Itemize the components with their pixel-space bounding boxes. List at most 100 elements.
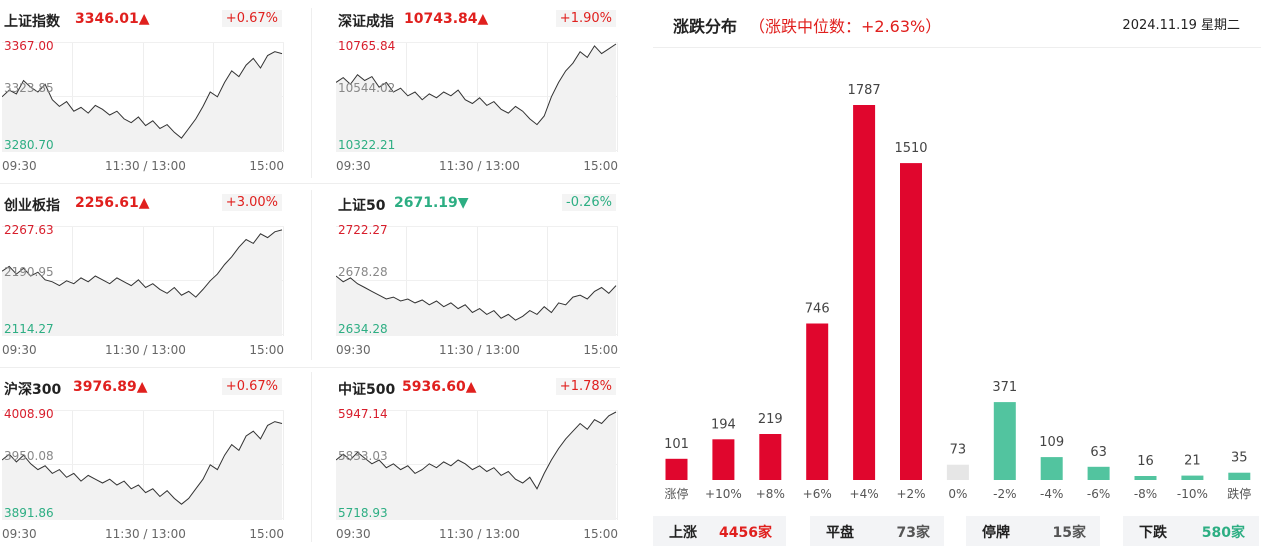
- bar-category-label: +10%: [705, 487, 742, 501]
- time-axis: 09:30 11:30 / 13:00 15:00: [2, 527, 284, 541]
- bar-value-label: 101: [664, 437, 689, 452]
- bar-9[interactable]: [1087, 466, 1110, 480]
- price-line: [2, 51, 283, 139]
- index-panel[interactable]: 沪深300 3976.89▲ +0.67% 4008.90 3950.08 3891.86…: [2, 370, 284, 546]
- time-midday: 11:30 / 13:00: [439, 527, 520, 541]
- price-area: [336, 412, 616, 520]
- header-divider: [653, 47, 1261, 48]
- index-panel[interactable]: 深证成指 10743.84▲ +1.90% 10765.84 10544.02 10322…: [336, 2, 618, 178]
- time-end: 15:00: [583, 159, 618, 173]
- index-header: 上证50 2671.19▼ -0.26%: [336, 186, 618, 218]
- bar-7[interactable]: [993, 402, 1016, 480]
- panel-divider: [311, 190, 312, 360]
- index-change: +0.67%: [221, 10, 282, 27]
- index-header: 深证成指 10743.84▲ +1.90%: [336, 2, 618, 34]
- index-name: 中证500: [338, 382, 396, 398]
- summary-label: 平盘: [826, 525, 854, 541]
- bar-6[interactable]: [946, 464, 969, 480]
- time-midday: 11:30 / 13:00: [105, 343, 186, 357]
- bar-value-label: 746: [805, 302, 830, 317]
- price-line: [336, 411, 617, 490]
- time-end: 15:00: [583, 343, 618, 357]
- summary-box: 上涨 4456家: [653, 516, 786, 546]
- bar-8[interactable]: [1040, 457, 1063, 480]
- price-high-label: 5947.14: [338, 407, 388, 421]
- index-name: 深证成指: [338, 14, 394, 30]
- bar-value-label: 1787: [848, 83, 881, 98]
- bar-category-label: -10%: [1177, 487, 1208, 501]
- index-change: +1.90%: [555, 10, 616, 27]
- price-high-label: 3367.00: [4, 39, 54, 53]
- bar-category-label: 跌停: [1227, 486, 1251, 501]
- price-area: [2, 51, 282, 152]
- index-change: +3.00%: [221, 194, 282, 211]
- index-value: 2256.61▲: [75, 195, 150, 211]
- index-panel[interactable]: 上证指数 3346.01▲ +0.67% 3367.00 3323.85 3280.70 0…: [2, 2, 284, 178]
- price-high-label: 10765.84: [338, 39, 396, 53]
- price-high-label: 2267.63: [4, 223, 54, 237]
- index-value: 2671.19▼: [394, 195, 469, 211]
- price-mid-label: 5833.03: [338, 449, 388, 463]
- index-panel[interactable]: 创业板指 2256.61▲ +3.00% 2267.63 2190.95 2114.27 0…: [2, 186, 284, 362]
- bar-1[interactable]: [712, 439, 735, 480]
- summary-label: 停牌: [982, 525, 1010, 541]
- bar-category-label: +4%: [850, 487, 879, 501]
- bar-category-label: -2%: [993, 487, 1016, 501]
- bar-value-label: 109: [1039, 435, 1064, 450]
- index-value: 3346.01▲: [75, 11, 150, 27]
- bar-value-label: 219: [758, 412, 783, 427]
- bar-5[interactable]: [900, 163, 922, 480]
- index-panel[interactable]: 上证50 2671.19▼ -0.26% 2722.27 2678.28 2634.28 0…: [336, 186, 618, 362]
- bar-3[interactable]: [806, 323, 829, 481]
- bar-value-label: 63: [1090, 445, 1107, 460]
- bar-category-label: +2%: [896, 487, 925, 501]
- row-separator: [0, 183, 620, 184]
- time-midday: 11:30 / 13:00: [105, 527, 186, 541]
- time-start: 09:30: [336, 527, 371, 541]
- price-low-label: 2634.28: [338, 322, 388, 336]
- index-name: 上证50: [338, 198, 386, 214]
- bar-12[interactable]: [1228, 472, 1251, 480]
- price-mid-label: 10544.02: [338, 81, 396, 95]
- price-low-label: 2114.27: [4, 322, 54, 336]
- index-arrow: ▲: [138, 11, 150, 27]
- distribution-chart: 101 涨停 194 +10% 219 +8% 746 +6% 1787 +4% 1510 +2% 73…: [664, 83, 1251, 501]
- time-start: 09:30: [336, 343, 371, 357]
- time-axis: 09:30 11:30 / 13:00 15:00: [336, 343, 618, 357]
- summary-box: 停牌 15家: [966, 516, 1100, 546]
- price-low-label: 3891.86: [4, 506, 54, 520]
- index-name: 创业板指: [4, 198, 60, 214]
- index-change: +0.67%: [221, 378, 282, 395]
- bar-2[interactable]: [759, 434, 782, 480]
- bar-0[interactable]: [665, 458, 688, 480]
- time-end: 15:00: [583, 527, 618, 541]
- price-low-label: 5718.93: [338, 506, 388, 520]
- index-name: 上证指数: [4, 14, 60, 30]
- time-midday: 11:30 / 13:00: [439, 343, 520, 357]
- time-start: 09:30: [336, 159, 371, 173]
- price-mid-label: 3323.85: [4, 81, 54, 95]
- time-axis: 09:30 11:30 / 13:00 15:00: [2, 343, 284, 357]
- bar-10[interactable]: [1134, 476, 1157, 480]
- price-high-label: 4008.90: [4, 407, 54, 421]
- price-area: [336, 44, 616, 152]
- index-arrow: ▲: [138, 195, 150, 211]
- bar-11[interactable]: [1181, 475, 1204, 480]
- index-panel[interactable]: 中证500 5936.60▲ +1.78% 5947.14 5833.03 5718.93…: [336, 370, 618, 546]
- index-mini-chart: [2, 226, 284, 336]
- summary-value: 4456家: [719, 525, 772, 541]
- index-mini-chart: [2, 42, 284, 152]
- row-separator: [0, 367, 620, 368]
- index-header: 沪深300 3976.89▲ +0.67%: [2, 370, 284, 402]
- summary-label: 上涨: [669, 525, 697, 541]
- bar-category-label: -8%: [1134, 487, 1157, 501]
- panel-divider: [311, 372, 312, 542]
- distribution-panel: 涨跌分布 （涨跌中位数：+2.63%） 2024.11.19 星期二 101 涨停…: [653, 0, 1261, 546]
- bar-value-label: 35: [1231, 451, 1248, 466]
- bar-4[interactable]: [853, 105, 876, 480]
- price-high-label: 2722.27: [338, 223, 388, 237]
- index-name: 沪深300: [4, 382, 62, 398]
- bar-category-label: 0%: [948, 487, 967, 501]
- time-start: 09:30: [2, 527, 37, 541]
- bar-category-label: +8%: [756, 487, 785, 501]
